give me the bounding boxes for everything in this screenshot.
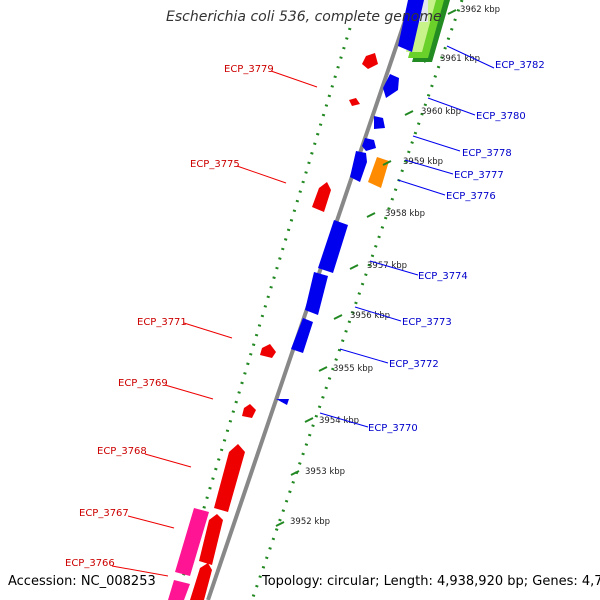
gene-ECP_3779[interactable] xyxy=(362,53,378,69)
gene-ECP_3766-red[interactable] xyxy=(190,563,212,600)
gene-ECP_3778[interactable] xyxy=(374,116,385,129)
plus-gene-label[interactable]: ECP_3774 xyxy=(418,271,468,282)
gene-ECP_3770[interactable] xyxy=(276,399,289,405)
plus-label-leader xyxy=(319,412,369,428)
kbp-tick-label: 3961 kbp xyxy=(440,54,480,64)
plus-gene-label[interactable]: ECP_3777 xyxy=(454,170,504,181)
plus-gene-label[interactable]: ECP_3776 xyxy=(446,191,496,202)
gene-ECP_3772[interactable] xyxy=(291,318,313,353)
minus-label-leader xyxy=(111,565,169,577)
plus-gene-label[interactable]: ECP_3782 xyxy=(495,60,545,71)
kbp-tick xyxy=(423,57,433,63)
gene-ECP_3774[interactable] xyxy=(318,220,348,273)
kbp-tick xyxy=(366,212,376,218)
gene-ECP_3782[interactable] xyxy=(398,0,424,52)
kbp-tick-label: 3952 kbp xyxy=(290,517,330,527)
kbp-tick-label: 3958 kbp xyxy=(385,209,425,219)
plus-label-leader xyxy=(354,306,402,322)
plus-label-leader xyxy=(412,135,461,152)
plus-label-leader xyxy=(339,348,389,364)
minus-strand-label-group: ECP_3779 ECP_3775 ECP_3771 ECP_3769 ECP_3768… xyxy=(65,64,318,577)
kbp-tick xyxy=(333,314,343,320)
kbp-tick-label: 3956 kbp xyxy=(350,311,390,321)
kbp-tick xyxy=(404,110,414,116)
kbp-tick xyxy=(275,521,285,527)
gene-ECP_3778-small[interactable] xyxy=(349,98,360,106)
plus-strand-label-group: ECP_3782 ECP_3780 ECP_3778 ECP_3777 ECP_3776… xyxy=(319,45,545,434)
plus-gene-label[interactable]: ECP_3770 xyxy=(368,423,418,434)
gene-ECP_3769[interactable] xyxy=(242,404,256,418)
minus-gene-label[interactable]: ECP_3779 xyxy=(224,64,274,75)
kbp-tick-label: 3953 kbp xyxy=(305,467,345,477)
plus-label-leader xyxy=(369,260,419,276)
plus-label-leader xyxy=(427,97,476,116)
gene-ECP_3775[interactable] xyxy=(312,182,331,212)
plus-gene-label[interactable]: ECP_3778 xyxy=(462,148,512,159)
kbp-tick xyxy=(290,470,300,476)
gene-pink-upper[interactable] xyxy=(175,508,209,576)
kbp-tick xyxy=(318,366,328,372)
gene-ECP_3776-blue[interactable] xyxy=(350,151,367,182)
gene-ECP_3771[interactable] xyxy=(260,344,276,358)
plus-gene-label[interactable]: ECP_3773 xyxy=(402,317,452,328)
kbp-tick xyxy=(447,9,457,15)
minus-label-leader xyxy=(127,515,175,529)
kbp-tick-label: 3959 kbp xyxy=(403,157,443,167)
accession-text: Accession: NC_008253 xyxy=(8,574,156,589)
kbp-tick-label: 3960 kbp xyxy=(421,107,461,117)
gene-ECP_3773[interactable] xyxy=(305,272,328,315)
plus-label-leader xyxy=(404,159,454,175)
gene-ECP_3780[interactable] xyxy=(383,74,399,98)
kbp-tick xyxy=(304,417,314,423)
kbp-tick xyxy=(349,264,359,270)
gene-ECP_3776[interactable] xyxy=(368,157,389,188)
kbp-tick-label: 3962 kbp xyxy=(460,5,500,15)
plus-label-leader xyxy=(446,45,495,69)
gene-pink-lower[interactable] xyxy=(168,580,190,600)
minus-gene-label[interactable]: ECP_3771 xyxy=(137,317,187,328)
minus-gene-label[interactable]: ECP_3768 xyxy=(97,446,147,457)
plus-label-leader xyxy=(397,179,446,196)
minus-gene-label[interactable]: ECP_3767 xyxy=(79,508,129,519)
minus-label-leader xyxy=(270,70,318,88)
minus-gene-label[interactable]: ECP_3769 xyxy=(118,378,168,389)
plus-gene-label[interactable]: ECP_3780 xyxy=(476,111,526,122)
minus-label-leader xyxy=(164,384,214,400)
gene-ECP_3768[interactable] xyxy=(214,444,245,512)
minus-label-leader xyxy=(183,322,233,339)
kbp-tick-label: 3954 kbp xyxy=(319,416,359,426)
minus-gene-label[interactable]: ECP_3766 xyxy=(65,558,115,569)
kbp-tick-label: 3955 kbp xyxy=(333,364,373,374)
minus-gene-label[interactable]: ECP_3775 xyxy=(190,159,240,170)
gene-ECP_3767[interactable] xyxy=(199,514,223,565)
genome-title: Escherichia coli 536, complete genome xyxy=(166,9,442,25)
minus-label-leader xyxy=(236,165,287,184)
plus-gene-label[interactable]: ECP_3772 xyxy=(389,359,439,370)
minus-label-leader xyxy=(144,453,192,468)
topology-summary: Topology: circular; Length: 4,938,920 bp… xyxy=(262,574,600,589)
plus-strand-ruler xyxy=(250,0,464,600)
gene-ECP_3777[interactable] xyxy=(362,138,376,151)
kbp-tick xyxy=(382,160,392,166)
